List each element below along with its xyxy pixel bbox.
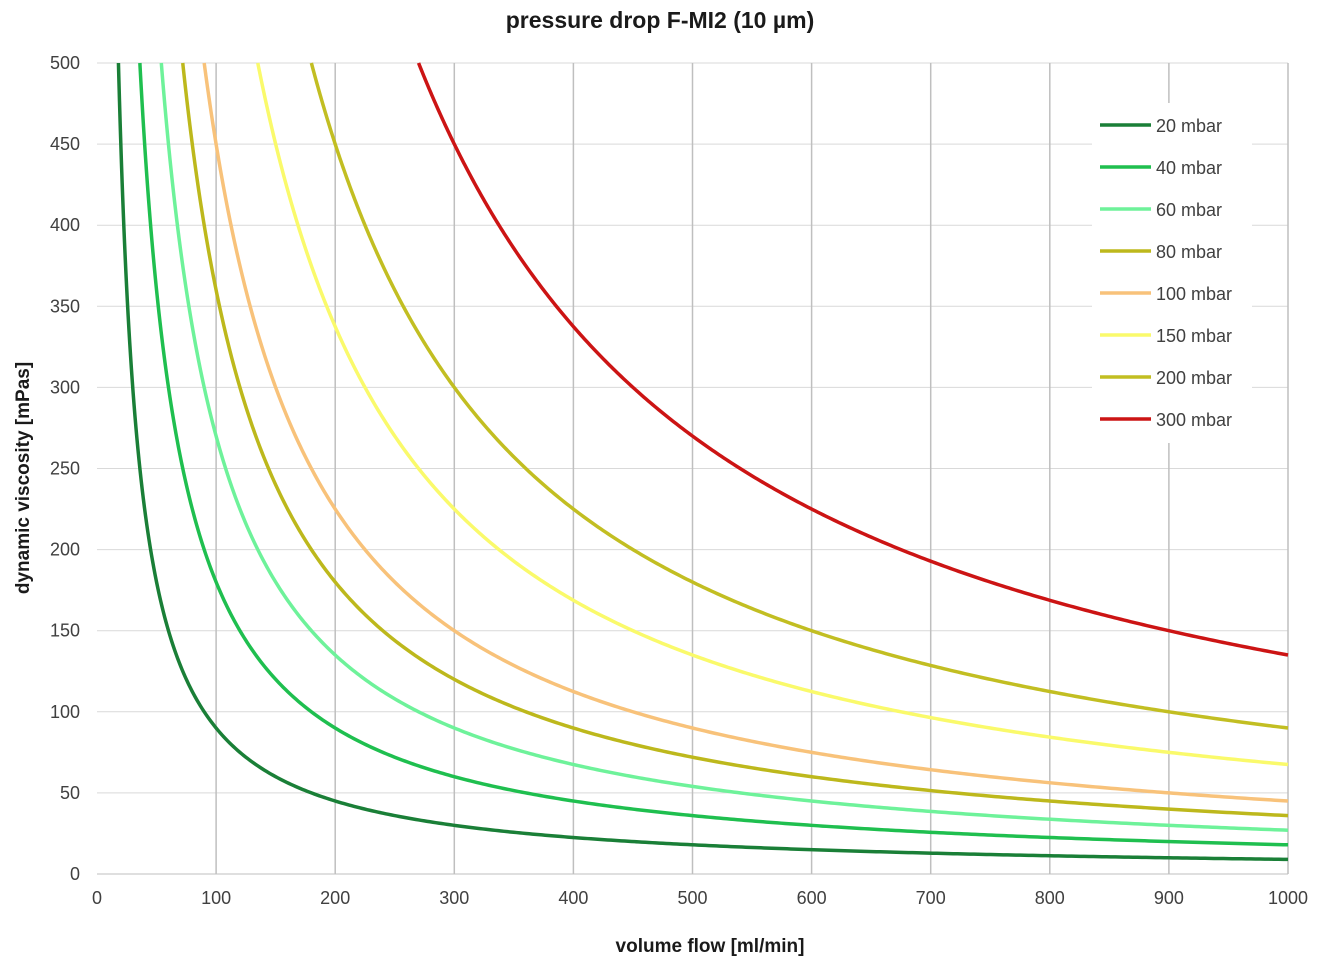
grid-lines xyxy=(97,62,1289,875)
y-tick-label: 50 xyxy=(60,783,80,803)
y-tick-label: 200 xyxy=(50,540,80,560)
x-axis-ticks: 0 100 200 300 400 500 600 700 800 900 1000 xyxy=(92,888,1308,908)
legend: 20 mbar 40 mbar 60 mbar 80 mbar 100 mbar 150 … xyxy=(1092,103,1252,443)
series-line-6 xyxy=(256,61,1289,767)
series-line-8 xyxy=(416,61,1289,657)
y-tick-label: 350 xyxy=(50,296,80,316)
x-tick-label: 0 xyxy=(92,888,102,908)
legend-label: 300 mbar xyxy=(1156,410,1232,430)
x-tick-label: 200 xyxy=(320,888,350,908)
y-tick-label: 500 xyxy=(50,53,80,73)
y-tick-label: 300 xyxy=(50,377,80,397)
y-tick-label: 100 xyxy=(50,702,80,722)
series-line-1 xyxy=(116,62,1289,862)
x-tick-label: 100 xyxy=(201,888,231,908)
legend-label: 40 mbar xyxy=(1156,158,1222,178)
chart-title: pressure drop F-MI2 (10 µm) xyxy=(506,7,814,33)
series-lines xyxy=(116,61,1289,862)
legend-label: 20 mbar xyxy=(1156,116,1222,136)
y-axis-ticks: 0 50 100 150 200 250 300 350 400 450 500 xyxy=(50,53,80,884)
legend-background xyxy=(1092,103,1252,443)
series-line-5 xyxy=(202,61,1289,803)
legend-label: 60 mbar xyxy=(1156,200,1222,220)
y-axis-title: dynamic viscosity [mPas] xyxy=(13,362,34,594)
x-axis-title: volume flow [ml/min] xyxy=(616,936,805,957)
legend-label: 80 mbar xyxy=(1156,242,1222,262)
x-tick-label: 800 xyxy=(1035,888,1065,908)
x-tick-label: 700 xyxy=(916,888,946,908)
legend-label: 200 mbar xyxy=(1156,368,1232,388)
y-tick-label: 400 xyxy=(50,215,80,235)
x-tick-label: 900 xyxy=(1154,888,1184,908)
y-tick-label: 0 xyxy=(70,864,80,884)
x-tick-label: 600 xyxy=(797,888,827,908)
series-line-7 xyxy=(309,61,1289,730)
legend-label: 100 mbar xyxy=(1156,284,1232,304)
legend-label: 150 mbar xyxy=(1156,326,1232,346)
x-tick-label: 1000 xyxy=(1268,888,1308,908)
x-tick-label: 300 xyxy=(439,888,469,908)
x-tick-label: 500 xyxy=(677,888,707,908)
y-tick-label: 450 xyxy=(50,134,80,154)
x-tick-label: 400 xyxy=(558,888,588,908)
series-line-3 xyxy=(159,62,1289,832)
series-line-4 xyxy=(181,61,1289,818)
series-line-2 xyxy=(138,62,1289,847)
y-tick-label: 150 xyxy=(50,621,80,641)
y-tick-label: 250 xyxy=(50,459,80,479)
